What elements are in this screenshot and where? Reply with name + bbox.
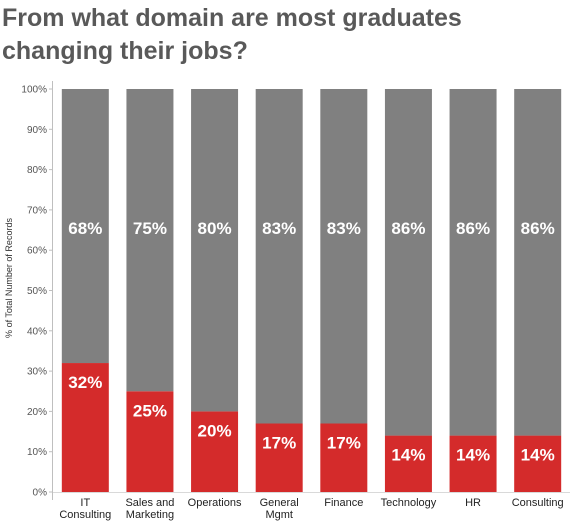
data-label: 17% [262, 433, 296, 452]
data-label: 14% [391, 446, 425, 465]
bar-segment-gray [191, 89, 239, 412]
y-tick-label: 20% [27, 407, 47, 418]
category-label: Operations [188, 497, 242, 509]
y-tick-label: 90% [27, 125, 47, 136]
bar-segment-gray [126, 89, 174, 392]
data-label: 17% [327, 433, 361, 452]
bar-segment-gray [255, 89, 303, 424]
data-label: 75% [133, 219, 167, 238]
y-tick-label: 40% [27, 326, 47, 337]
bar-segment-gray [320, 89, 368, 424]
y-tick-label: 70% [27, 205, 47, 216]
bar-segment-red [514, 435, 562, 492]
data-label: 14% [456, 446, 490, 465]
bar-segment-red [255, 423, 303, 492]
data-label: 25% [133, 401, 167, 420]
y-tick-label: 30% [27, 367, 47, 378]
category-label: Technology [381, 497, 437, 509]
data-labels: 32% 68% 25% 75% 20% 80% 17% 83% 17% 83% 14% 86% 14% 8… [68, 219, 554, 465]
data-label: 83% [327, 219, 361, 238]
bar-segment-gray [514, 89, 562, 436]
category-label: Finance [324, 497, 363, 509]
data-label: 20% [198, 421, 232, 440]
y-tick-label: 0% [33, 488, 48, 499]
data-label: 86% [456, 219, 490, 238]
category-label: IT [80, 497, 90, 509]
y-tick-label: 10% [27, 447, 47, 458]
bars [61, 89, 562, 492]
bar-segment-red [126, 391, 174, 492]
data-label: 83% [262, 219, 296, 238]
data-label: 80% [198, 219, 232, 238]
y-tick-label: 100% [21, 85, 47, 96]
bar-segment-gray [449, 89, 497, 436]
category-label: General [260, 497, 299, 509]
bar-segment-red [191, 411, 239, 492]
category-label: Consulting [512, 497, 564, 509]
category-label: Sales and [125, 497, 174, 509]
y-tick-label: 60% [27, 246, 47, 257]
category-label: Marketing [126, 509, 174, 521]
y-tick-label: 50% [27, 286, 47, 297]
data-label: 14% [521, 446, 555, 465]
data-label: 86% [521, 219, 555, 238]
bar-segment-gray [61, 89, 109, 364]
category-label: Consulting [59, 509, 111, 521]
bar-segment-gray [384, 89, 432, 436]
bar-segment-red [384, 435, 432, 492]
data-label: 68% [68, 219, 102, 238]
bar-segment-red [449, 435, 497, 492]
bar-segment-red [320, 423, 368, 492]
y-tick-label: 80% [27, 165, 47, 176]
data-label: 86% [391, 219, 425, 238]
bar-segment-red [61, 363, 109, 492]
axes: 0% 10% 20% 30% 40% 50% 60% 70% 80% 90% 100% [21, 81, 570, 500]
y-axis-label: % of Total Number of Records [4, 218, 14, 338]
category-label: Mgmt [265, 509, 293, 521]
chart-title: From what domain are most graduates chan… [2, 4, 462, 65]
category-label: HR [465, 497, 481, 509]
data-label: 32% [68, 373, 102, 392]
